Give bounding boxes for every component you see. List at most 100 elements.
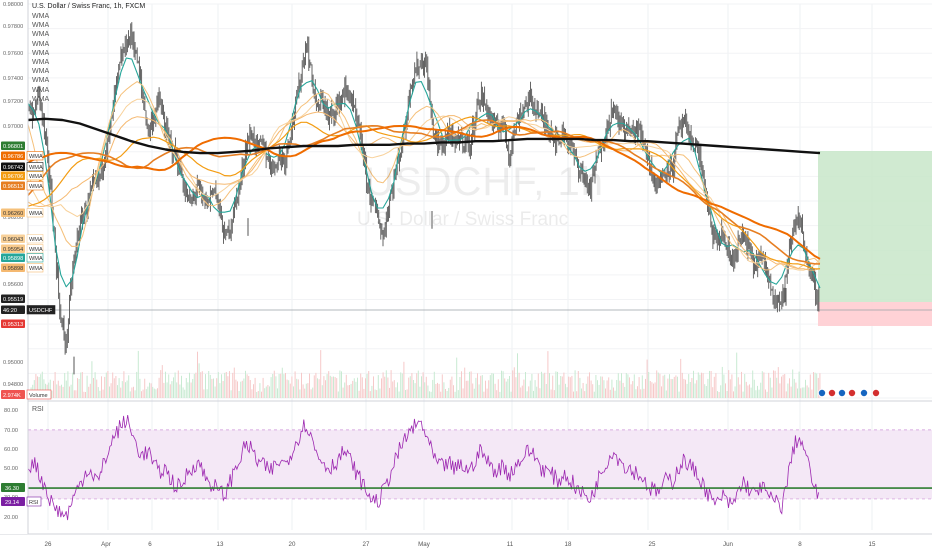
wma-200-line [27, 117, 821, 155]
volume-bar [605, 388, 606, 398]
volume-bar [781, 376, 782, 398]
volume-bar [798, 371, 800, 398]
wma-legend-item[interactable]: WMA [32, 22, 50, 30]
volume-bar [112, 372, 114, 398]
volume-bar [221, 374, 222, 398]
price-badge-tag: USDCHF [29, 308, 53, 314]
volume-bar [206, 389, 208, 398]
volume-bar [33, 380, 35, 398]
volume-bar [358, 390, 360, 398]
volume-bar [169, 384, 171, 398]
volume-bar [529, 380, 531, 398]
volume-bar [315, 372, 317, 398]
volume-bar [219, 383, 221, 398]
volume-bar [259, 383, 261, 398]
volume-bar [102, 389, 104, 398]
wma-legend-item[interactable]: WMA [32, 95, 50, 103]
volume-bar [227, 376, 229, 398]
volume-bar [425, 376, 427, 398]
volume-bar [789, 378, 790, 398]
volume-bar [800, 388, 802, 398]
price-tick-label: 0.97400 [3, 76, 23, 82]
rsi-pane[interactable] [27, 414, 932, 521]
volume-bar [80, 372, 82, 398]
wma-legend-item[interactable]: WMA [32, 40, 50, 48]
event-flags[interactable] [818, 388, 881, 397]
volume-bar [593, 391, 595, 398]
volume-bar [40, 374, 42, 398]
volume-bar [509, 376, 510, 398]
volume-bar [233, 367, 235, 398]
volume-bar [662, 375, 664, 398]
volume-bar [769, 377, 771, 398]
symbol-header[interactable]: U.S. Dollar / Swiss Franc, 1h, FXCM [32, 3, 146, 10]
volume-bar [755, 390, 757, 398]
volume-bar [350, 383, 352, 398]
volume-bar [673, 376, 675, 398]
volume-bar [278, 374, 280, 398]
volume-bar [435, 384, 437, 398]
volume-bar [72, 372, 74, 398]
price-badge-value: 0.95898 [3, 256, 23, 262]
volume-bar [398, 391, 400, 398]
wma-legend-item[interactable]: WMA [32, 49, 50, 57]
volume-bar [528, 386, 530, 398]
volume-bar [123, 371, 125, 398]
volume-bar [616, 380, 618, 398]
volume-bar [389, 387, 390, 398]
volume-bar [357, 377, 358, 398]
time-tick-label: Jun [723, 541, 734, 548]
rsi-ma-badge [1, 497, 25, 506]
rsi-current-value: 36.30 [5, 486, 19, 492]
volume-bar [262, 377, 264, 398]
volume-bar [438, 383, 440, 398]
volume-bar [171, 381, 173, 398]
volume-bar [427, 385, 429, 398]
volume-bar [569, 377, 571, 398]
rsi-title[interactable]: RSI [32, 406, 44, 413]
wma-line [27, 111, 821, 271]
wma-legend-item[interactable]: WMA [32, 68, 50, 76]
volume-bar [645, 378, 646, 398]
volume-bar [189, 372, 190, 398]
volume-bar [630, 384, 632, 398]
price-badge [1, 294, 25, 303]
volume-bar [89, 383, 91, 398]
volume-bar [787, 383, 789, 398]
volume-bar [424, 382, 426, 398]
volume-bar [105, 372, 107, 398]
volume-bar [505, 381, 507, 398]
wma-legend-item[interactable]: WMA [32, 77, 50, 85]
wma-legend-item[interactable]: WMA [32, 86, 50, 94]
volume-bar [475, 377, 477, 398]
wma-legend-item[interactable]: WMA [32, 58, 50, 66]
rsi-line [27, 414, 819, 521]
volume-bar [337, 391, 339, 398]
volume-bar [515, 377, 517, 398]
volume-bar [59, 385, 61, 398]
volume-bar [272, 374, 274, 398]
wma-legend-item[interactable]: WMA [32, 31, 50, 39]
volume-bar [70, 384, 72, 398]
volume-bar [813, 372, 814, 398]
price-axis[interactable]: 0.98000 0.97800 0.97600 0.97400 0.97200 0.970… [0, 0, 56, 534]
long-position-tool[interactable] [28, 151, 932, 326]
volume-bar [277, 388, 278, 398]
volume-bar [667, 378, 669, 398]
volume-bar [254, 377, 256, 398]
wma-legend-item[interactable]: WMA [32, 13, 50, 20]
volume-bar [729, 379, 731, 398]
volume-bar [537, 373, 539, 398]
time-axis[interactable]: 26 Apr 6 13 20 27 May 11 18 25 Jun 8 15 [0, 535, 932, 550]
volume-bar [37, 376, 38, 398]
volume-bar [235, 379, 237, 398]
volume-bar [552, 375, 554, 398]
wma-line [27, 116, 821, 270]
volume-bar [390, 370, 392, 398]
rsi-tick-label: 50.00 [4, 466, 18, 472]
price-badge-value: 0.95898 [3, 266, 23, 272]
price-badge [1, 234, 25, 243]
volume-bar [53, 380, 54, 398]
